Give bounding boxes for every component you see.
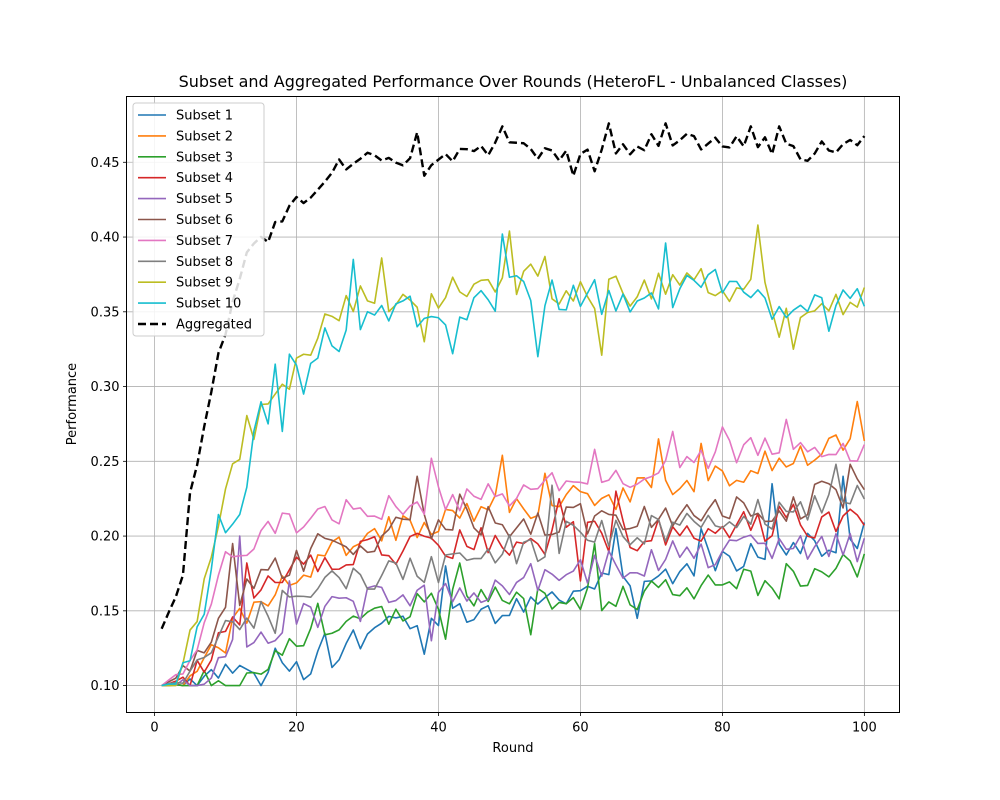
y-tick-label: 0.40 (91, 231, 120, 246)
legend-label: Subset 6 (176, 213, 233, 228)
series-line-subset-1 (161, 475, 866, 687)
legend-label: Subset 8 (176, 255, 233, 270)
series-line-subset-5 (161, 532, 866, 687)
legend-box (132, 102, 265, 337)
y-tick-label: 0.10 (91, 679, 120, 694)
legend: Subset 1 Subset 2 Subset 3 Subset 4 Subset 5… (132, 102, 265, 337)
plot-lines (160, 122, 866, 687)
y-tick-label: 0.25 (91, 455, 120, 470)
x-tick-label: 60 (572, 721, 589, 736)
y-tick-label: 0.45 (91, 156, 120, 171)
legend-label: Subset 5 (176, 192, 233, 207)
y-tick-label: 0.30 (91, 380, 120, 395)
x-axis-label: Round (492, 741, 533, 756)
series-line-subset-10 (161, 233, 866, 687)
legend-label: Subset 1 (176, 109, 233, 124)
series-line-subset-6 (161, 463, 866, 687)
series-line-subset-8 (161, 463, 866, 687)
plot-frame (126, 96, 900, 713)
x-tick-label: 80 (714, 721, 731, 736)
legend-label: Subset 2 (176, 129, 233, 144)
series-line-subset-2 (161, 400, 866, 687)
x-tick-label: 100 (852, 721, 877, 736)
legend-label: Subset 9 (176, 276, 233, 291)
y-axis-label: Performance (65, 363, 80, 445)
legend-label: Aggregated (176, 318, 252, 333)
legend-label: Subset 10 (176, 297, 241, 312)
series-line-subset-9 (161, 224, 866, 687)
y-tick-label: 0.15 (91, 604, 120, 619)
series-line-subset-7 (161, 418, 866, 687)
x-tick-label: 40 (430, 721, 447, 736)
x-tick-label: 20 (288, 721, 305, 736)
x-tick-label: 0 (150, 721, 158, 736)
y-tick-label: 0.20 (91, 530, 120, 545)
axis-ticks: 0 20 40 60 80 100 0.10 0.15 0.20 0.25 0.30 0.35 0.40… (91, 156, 877, 736)
legend-label: Subset 7 (176, 234, 233, 249)
legend-label: Subset 4 (176, 171, 233, 186)
series-line-subset-3 (161, 542, 866, 687)
y-tick-label: 0.35 (91, 305, 120, 320)
series-line-aggregated (160, 122, 866, 630)
legend-label: Subset 3 (176, 150, 233, 165)
chart-title: Subset and Aggregated Performance Over R… (179, 72, 848, 91)
